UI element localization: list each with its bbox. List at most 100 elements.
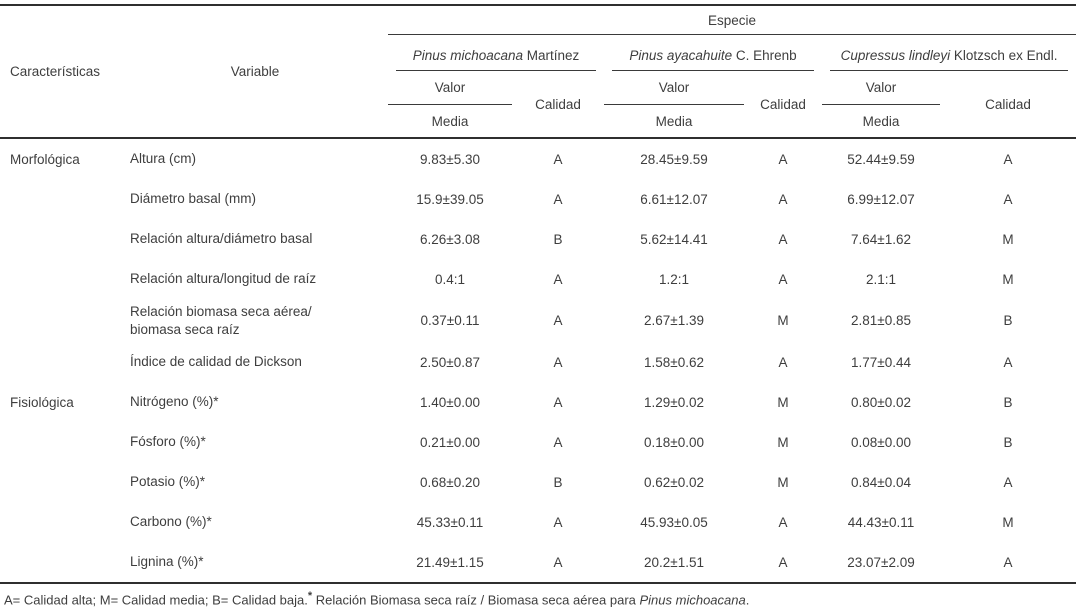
media-value: 1.2:1 (658, 271, 690, 287)
media-value: 6.99±12.07 (847, 191, 915, 207)
media-value: 0.80±0.02 (851, 394, 911, 410)
species-author: Klotzsch ex Endl. (950, 48, 1058, 63)
media-value: 21.49±1.15 (416, 554, 484, 570)
caracteristica-group-label (0, 299, 122, 342)
caracteristica-group-label (0, 179, 122, 219)
table-row: Relación altura/longitud de raíz 0.4:1 A 1.… (0, 259, 1076, 299)
calidad-value: M (1002, 271, 1014, 287)
calidad-value: A (553, 514, 563, 530)
calidad-value: A (778, 514, 788, 530)
caracteristica-group-label (0, 542, 122, 583)
table-row: Relación biomasa seca aérea/ biomasa sec… (0, 299, 1076, 342)
species-name: Cupressus lindleyi Klotzsch ex Endl. (830, 44, 1069, 71)
calidad-value: A (778, 271, 788, 287)
media-value: 28.45±9.59 (640, 151, 708, 167)
header-especie: Especie (388, 5, 1076, 35)
header-species-3: Cupressus lindleyi Klotzsch ex Endl. (822, 35, 1076, 71)
caracteristica-group-label (0, 342, 122, 382)
calidad-value: A (553, 313, 563, 329)
variable-label: Altura (cm) (130, 151, 197, 167)
header-media-1: Media (431, 113, 469, 129)
header-calidad-1: Calidad (535, 96, 581, 112)
footnote: A= Calidad alta; M= Calidad media; B= Ca… (0, 584, 1076, 607)
header-caracteristicas: Características (10, 64, 101, 79)
media-value: 0.21±0.00 (420, 434, 480, 450)
variable-label: Relación altura/diámetro basal (130, 231, 313, 247)
footnote-note: Relación Biomasa seca raíz / Biomasa sec… (312, 592, 640, 607)
media-value: 0.18±0.00 (644, 434, 704, 450)
calidad-value: A (778, 191, 788, 207)
species-author: Martínez (523, 48, 580, 63)
header-media-2: Media (655, 113, 693, 129)
header-calidad-3: Calidad (985, 96, 1031, 112)
variable-label: Lignina (%)* (130, 554, 204, 570)
variable-label: Diámetro basal (mm) (130, 191, 257, 207)
calidad-value: M (777, 434, 789, 450)
variable-label: Relación biomasa seca aérea/ biomasa sec… (130, 304, 312, 337)
media-value: 6.26±3.08 (420, 231, 480, 247)
header-valor-3: Valor (822, 71, 940, 105)
table-header: Características Variable Especie Pinus m… (0, 5, 1076, 138)
media-value: 44.43±0.11 (847, 514, 915, 530)
caracteristica-group-label: Fisiológica (10, 394, 74, 410)
calidad-value: B (553, 231, 563, 247)
calidad-value: A (778, 354, 788, 370)
media-value: 0.37±0.11 (420, 313, 480, 329)
table-row: Potasio (%)* 0.68±0.20 B 0.62±0.02 M 0.84±0.0… (0, 462, 1076, 502)
caracteristica-group-label (0, 219, 122, 259)
calidad-value: A (1003, 354, 1013, 370)
media-value: 6.61±12.07 (640, 191, 708, 207)
table-row: Morfológica Altura (cm) 9.83±5.30 A 28.45±9.… (0, 138, 1076, 179)
header-media-3: Media (862, 113, 900, 129)
caracteristica-group-label (0, 422, 122, 462)
media-value: 0.08±0.00 (851, 434, 911, 450)
species-name: Pinus ayacahuite C. Ehrenb (612, 44, 814, 71)
footnote-legend: A= Calidad alta; M= Calidad media; B= Ca… (4, 592, 308, 607)
calidad-value: A (553, 554, 563, 570)
header-species-1: Pinus michoacana Martínez (388, 35, 604, 71)
calidad-value: A (553, 394, 563, 410)
header-valor-2: Valor (604, 71, 744, 105)
species-name: Pinus michoacana Martínez (396, 44, 596, 71)
media-value: 0.84±0.04 (851, 474, 911, 490)
media-value: 23.07±2.09 (847, 554, 915, 570)
calidad-value: M (1002, 514, 1014, 530)
media-value: 2.67±1.39 (644, 313, 704, 329)
species-quality-table: Características Variable Especie Pinus m… (0, 4, 1076, 584)
calidad-value: A (1003, 191, 1013, 207)
media-value: 1.58±0.62 (644, 354, 704, 370)
media-value: 7.64±1.62 (851, 231, 911, 247)
calidad-value: A (778, 151, 788, 167)
caracteristica-group-label: Morfológica (10, 151, 80, 167)
calidad-value: A (1003, 554, 1013, 570)
media-value: 0.68±0.20 (420, 474, 480, 490)
table-row: Fisiológica Nitrógeno (%)* 1.40±0.00 A 1.29±… (0, 382, 1076, 422)
media-value: 15.9±39.05 (416, 191, 484, 207)
header-species-2: Pinus ayacahuite C. Ehrenb (604, 35, 822, 71)
media-value: 5.62±14.41 (640, 231, 708, 247)
calidad-value: A (553, 191, 563, 207)
media-value: 45.93±0.05 (640, 514, 708, 530)
media-value: 1.29±0.02 (644, 394, 704, 410)
calidad-value: M (777, 313, 789, 329)
variable-label: Carbono (%)* (130, 514, 212, 530)
media-value: 0.4:1 (434, 271, 466, 287)
species-author: C. Ehrenb (732, 48, 797, 63)
header-calidad-2: Calidad (760, 96, 806, 112)
calidad-value: B (1003, 394, 1013, 410)
table-row: Fósforo (%)* 0.21±0.00 A 0.18±0.00 M 0.08±0.0… (0, 422, 1076, 462)
table-row: Lignina (%)* 21.49±1.15 A 20.2±1.51 A 23.07±2… (0, 542, 1076, 583)
calidad-value: A (778, 231, 788, 247)
calidad-value: M (777, 394, 789, 410)
calidad-value: B (1003, 434, 1013, 450)
media-value: 1.77±0.44 (851, 354, 911, 370)
calidad-value: A (553, 354, 563, 370)
table-row: Diámetro basal (mm) 15.9±39.05 A 6.61±12.07… (0, 179, 1076, 219)
species-latin-name: Pinus ayacahuite (629, 48, 733, 63)
header-variable: Variable (230, 64, 280, 79)
footnote-period: . (745, 592, 750, 607)
table-row: Índice de calidad de Dickson 2.50±0.87 A 1.… (0, 342, 1076, 382)
media-value: 9.83±5.30 (420, 151, 480, 167)
calidad-value: A (553, 434, 563, 450)
table-row: Relación altura/diámetro basal 6.26±3.08 B… (0, 219, 1076, 259)
